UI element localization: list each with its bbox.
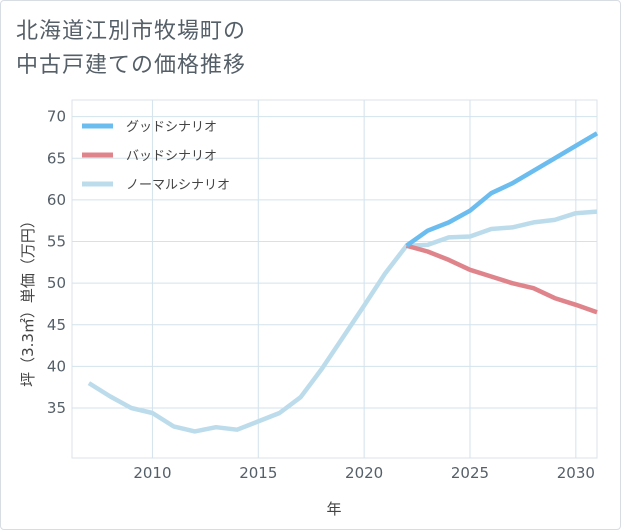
x-tick-label: 2025 xyxy=(451,464,489,482)
x-tick-label: 2020 xyxy=(345,464,383,482)
y-tick-label: 50 xyxy=(47,274,66,292)
title-line-2: 中古戸建ての価格推移 xyxy=(16,53,247,78)
y-tick-label: 40 xyxy=(47,357,66,375)
x-tick-label: 2010 xyxy=(133,464,171,482)
tick-labels: 35 40 45 50 55 60 65 70 2010 2015 2020 2025 2030 xyxy=(47,108,595,482)
y-tick-label: 65 xyxy=(47,149,66,167)
y-tick-label: 55 xyxy=(47,233,66,251)
title-line-1: 北海道江別市牧場町の xyxy=(16,19,247,44)
legend-label-good: グッドシナリオ xyxy=(126,120,217,135)
y-axis-title: 坪（3.3㎡）単価（万円） xyxy=(19,213,37,387)
y-tick-label: 60 xyxy=(47,191,66,209)
x-axis-title: 年 xyxy=(326,500,341,518)
x-tick-label: 2030 xyxy=(557,464,595,482)
x-tick-label: 2015 xyxy=(239,464,277,482)
series-line-bad xyxy=(405,243,598,315)
legend-label-normal: ノーマルシナリオ xyxy=(126,178,230,193)
y-tick-label: 70 xyxy=(47,108,66,126)
y-tick-label: 35 xyxy=(47,399,66,417)
legend-label-bad: バッドシナリオ xyxy=(126,149,217,164)
plot-area xyxy=(71,99,598,459)
series-line-good xyxy=(405,131,599,248)
grid-lines xyxy=(72,100,597,458)
series-lines xyxy=(87,131,599,434)
series-line-normal xyxy=(87,209,598,434)
chart-title: 北海道江別市牧場町の 中古戸建ての価格推移 xyxy=(16,15,246,83)
y-tick-label: 45 xyxy=(47,316,66,334)
